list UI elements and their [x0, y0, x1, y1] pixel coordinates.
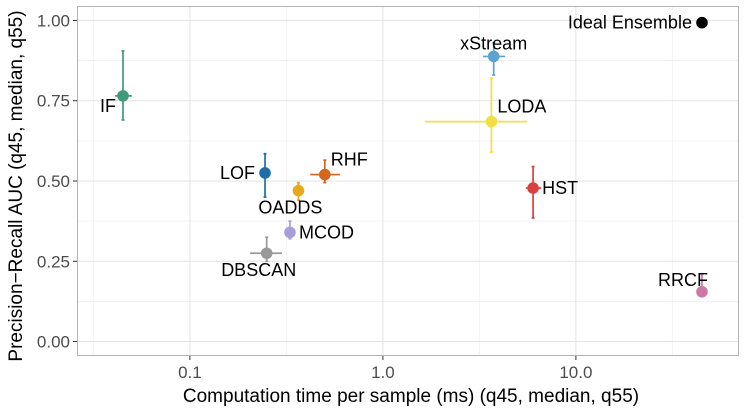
y-axis-title: Precision−Recall AUC (q45, median, q55) [6, 10, 27, 361]
dbscan-label: DBSCAN [221, 260, 296, 280]
loda-point [485, 115, 498, 128]
y-tick-label: 0.75 [37, 92, 70, 111]
xstream-label: xStream [460, 33, 527, 53]
xstream-point [487, 50, 500, 63]
mcod-point [284, 226, 296, 239]
y-tick-label: 1.00 [37, 11, 70, 30]
rhf-label: RHF [331, 150, 368, 170]
dbscan-point [260, 247, 273, 260]
ideal-ensemble-label: Ideal Ensemble [568, 13, 692, 33]
y-tick-label: 0.50 [37, 172, 70, 191]
y-axis-tick-labels: 0.00 0.25 0.50 0.75 1.00 [37, 11, 77, 352]
hst-point [527, 182, 539, 194]
plot-panel-border [77, 6, 739, 356]
loda-label: LODA [497, 97, 546, 117]
x-tick-label: 0.1 [178, 363, 202, 382]
rrcf-point [696, 285, 708, 298]
x-tick-label: 10.0 [559, 363, 592, 382]
ideal-ensemble-point [696, 16, 708, 29]
rrcf-label: RRCF [658, 270, 708, 290]
rhf-point [319, 168, 331, 181]
y-tick-label: 0.00 [37, 333, 70, 352]
oadds-label: OADDS [258, 198, 322, 218]
lof-point [259, 167, 271, 179]
lof-label: LOF [220, 163, 255, 183]
hst-label: HST [542, 178, 578, 198]
x-axis-title: Computation time per sample (ms) (q45, m… [183, 386, 639, 407]
major-gridlines [77, 6, 739, 356]
if-label: IF [100, 96, 116, 116]
mcod-label: MCOD [299, 222, 354, 242]
if-point [117, 90, 129, 102]
oadds-point [292, 184, 305, 197]
x-tick-label: 1.0 [371, 363, 395, 382]
y-tick-label: 0.25 [37, 252, 70, 271]
data-points [117, 16, 708, 298]
x-axis-tick-labels: 0.1 1.0 10.0 [178, 356, 592, 382]
